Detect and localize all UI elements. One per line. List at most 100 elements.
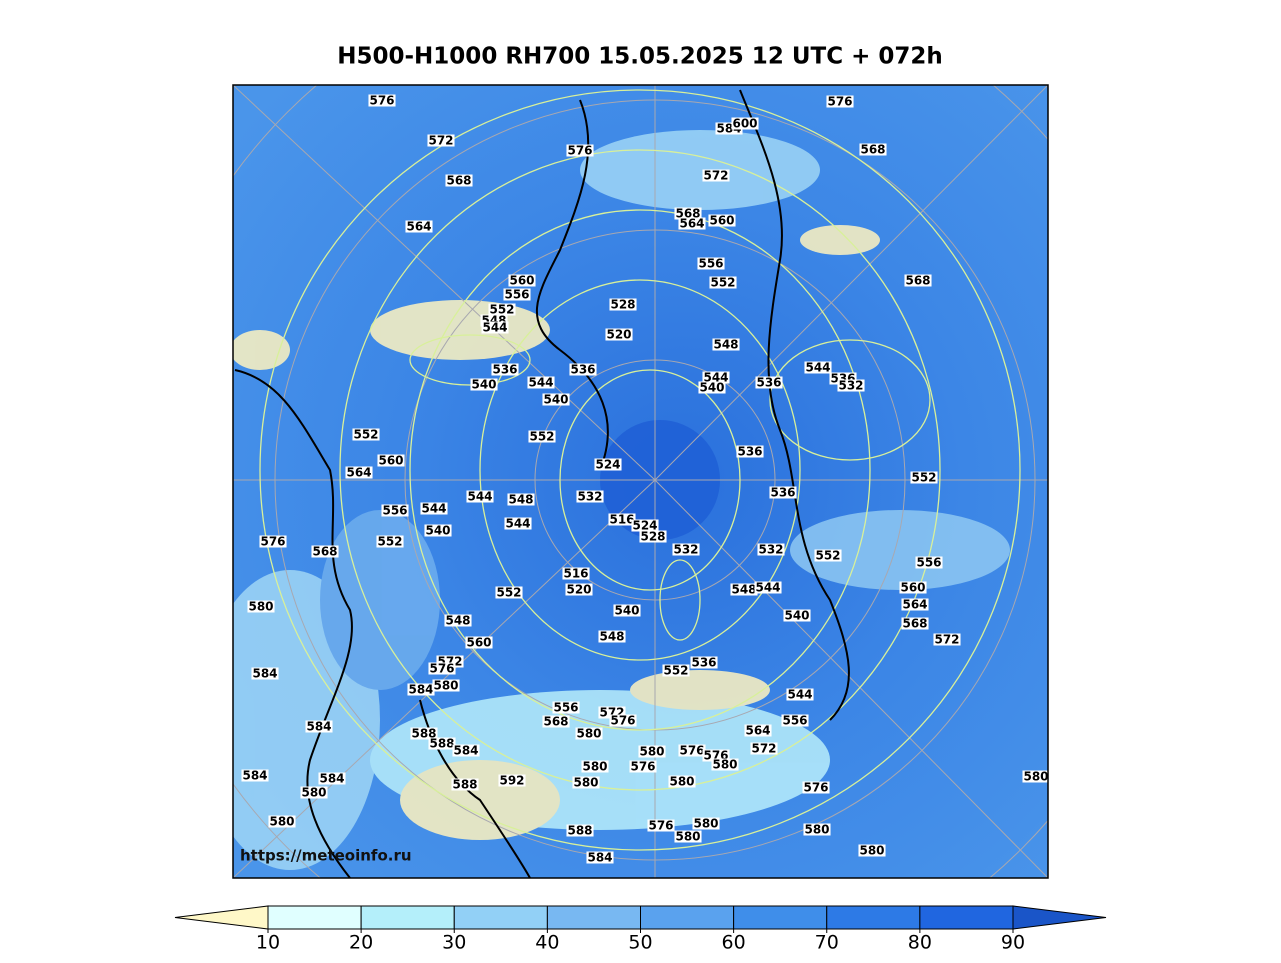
contour-label: 544 [482, 321, 507, 335]
contour-label: 568 [905, 274, 930, 288]
contour-label: 524 [595, 458, 620, 472]
contour-label: 572 [428, 134, 453, 148]
contour-label-bg [368, 94, 396, 107]
contour-label: 548 [599, 630, 624, 644]
contour-label-bg [444, 614, 472, 627]
contour-label: 524 [632, 519, 657, 533]
contour-label-bg [268, 815, 296, 828]
contour-label-bg [814, 549, 842, 562]
contour-label: 548 [445, 614, 470, 628]
colorbar-bin [919, 905, 1014, 930]
contour-label: 580 [639, 745, 664, 759]
contour-label: 572 [751, 742, 776, 756]
contour-label: 556 [504, 288, 529, 302]
contour-label: 560 [466, 636, 491, 650]
contour-label: 556 [382, 504, 407, 518]
contour-label-bg [803, 823, 831, 836]
contour-label: 556 [916, 556, 941, 570]
contour-label: 568 [446, 174, 471, 188]
contour-label: 552 [529, 430, 554, 444]
colorbar-bin [453, 905, 548, 930]
contour-label-bg [503, 288, 531, 301]
contour-label-bg [910, 471, 938, 484]
colorbar-tick-label: 20 [349, 932, 373, 954]
contour-label: 584 [306, 720, 331, 734]
contour-label: 588 [452, 778, 477, 792]
contour-label-bg [381, 504, 409, 517]
contour-label-bg [702, 169, 730, 182]
contour-label-bg [901, 598, 929, 611]
contour-label: 580 [301, 786, 326, 800]
contour-label: 516 [563, 567, 588, 581]
contour-label-bg [837, 379, 865, 392]
contour-label: 572 [934, 633, 959, 647]
contour-label-bg [452, 744, 480, 757]
contour-label-bg [552, 701, 580, 714]
contour-label: 584 [408, 683, 433, 697]
contour-label-bg [712, 338, 740, 351]
contour-label: 544 [703, 371, 728, 385]
contour-label: 564 [679, 217, 704, 231]
contour-label: 552 [815, 549, 840, 563]
contour-label: 552 [663, 664, 688, 678]
contour-label-bg [428, 662, 456, 675]
contour-label-bg [730, 583, 758, 596]
contour-label: 528 [640, 530, 665, 544]
contour-label: 552 [489, 303, 514, 317]
contour-label-bg [672, 543, 700, 556]
contour-label: 560 [709, 214, 734, 228]
contour-label-bg [608, 513, 636, 526]
contour-label: 552 [353, 428, 378, 442]
colorbar-over [1012, 905, 1107, 930]
contour-label: 532 [673, 543, 698, 557]
contour-label: 580 [269, 815, 294, 829]
title: H500-H1000 RH700 15.05.2025 12 UTC + 072… [337, 44, 943, 70]
contour-label-bg [609, 714, 637, 727]
contour-label: 576 [679, 744, 704, 758]
contour-label: 544 [467, 490, 492, 504]
contour-label-bg [427, 134, 455, 147]
contour-label: 520 [566, 583, 591, 597]
contour-label: 584 [252, 667, 277, 681]
contour-label-bg [305, 720, 333, 733]
contour-label: 564 [406, 220, 431, 234]
colorbar-tick-label: 70 [815, 932, 839, 954]
colorbar-tick-label: 40 [535, 932, 559, 954]
contour-label: 536 [492, 363, 517, 377]
contour-label-bg [1022, 770, 1048, 783]
contour-label-bg [802, 781, 830, 794]
contour-label-bg [562, 567, 590, 580]
contour-label: 556 [553, 701, 578, 715]
contour-label-bg [470, 378, 498, 391]
contour-label-bg [300, 786, 328, 799]
contour-label: 584 [453, 744, 478, 758]
contour-label: 552 [911, 471, 936, 485]
contour-label-bg [504, 517, 532, 530]
contour-label-bg [899, 581, 927, 594]
contour-label: 580 [573, 776, 598, 790]
contour-label: 544 [421, 502, 446, 516]
contour-label-bg [804, 361, 832, 374]
contour-label-bg [311, 545, 339, 558]
contour-label: 568 [860, 143, 885, 157]
contour-label: 532 [838, 379, 863, 393]
colorbar-tick-label: 80 [908, 932, 932, 954]
contour-label: 556 [782, 714, 807, 728]
height-contours [259, 89, 1021, 851]
contour-label: 544 [755, 581, 780, 595]
contour-label-bg [428, 737, 456, 750]
contour-label-bg [904, 274, 932, 287]
contour-label-bg [697, 257, 725, 270]
contour-label-bg [769, 486, 797, 499]
contour-label: 552 [710, 276, 735, 290]
colorbar-bin [267, 905, 362, 930]
contour-label-bg [711, 758, 739, 771]
contour-label: 536 [570, 363, 595, 377]
contour-label-bg [352, 428, 380, 441]
contour-label-bg [674, 207, 702, 220]
contour-label-bg [613, 604, 641, 617]
contour-label-bg [542, 393, 570, 406]
contour-label: 520 [606, 328, 631, 342]
contour-label: 548 [713, 338, 738, 352]
